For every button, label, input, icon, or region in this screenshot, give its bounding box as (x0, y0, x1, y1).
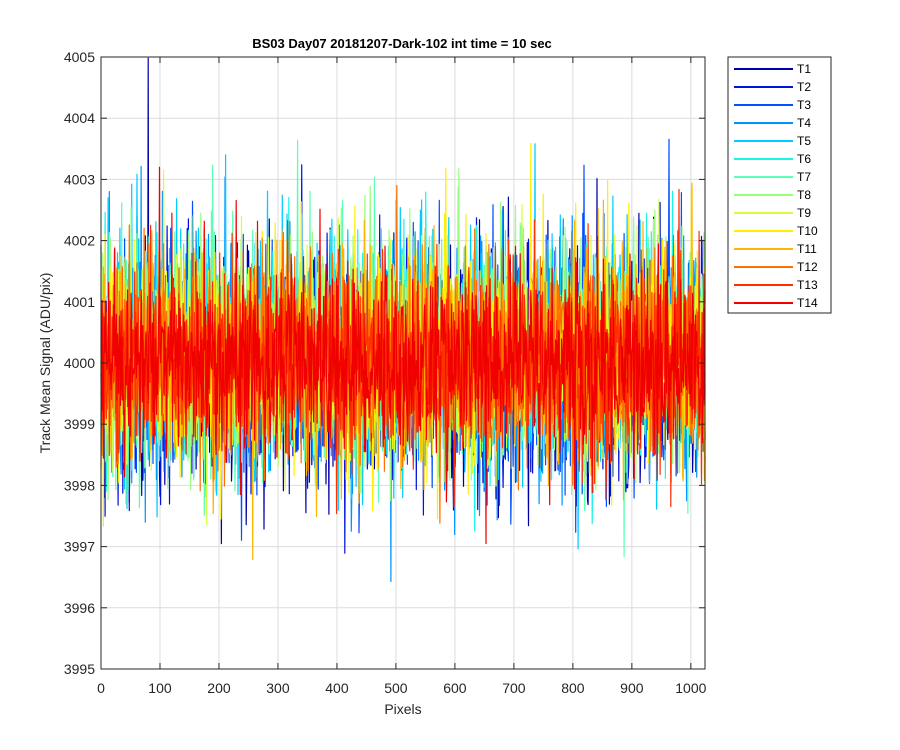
y-tick-label: 4000 (64, 355, 95, 371)
x-tick-label: 300 (266, 680, 290, 696)
series-line-t14 (100, 166, 706, 545)
legend-label-t12: T12 (797, 260, 818, 274)
legend: T1 T2 T3 T4 T5 T6 T7 T8 T9 T10 T11 T12 T13 T14 (727, 56, 832, 314)
y-tick-label: 4002 (64, 233, 95, 249)
y-tick-label: 4001 (64, 294, 95, 310)
legend-label-t13: T13 (797, 278, 818, 292)
y-tick-label: 4003 (64, 171, 95, 187)
axis-ticks: 0 100 200 300 400 500 600 700 800 900 1000 3995 3996… (64, 49, 707, 696)
y-tick-label: 3999 (64, 416, 95, 432)
y-tick-label: 3997 (64, 539, 95, 555)
x-tick-label: 900 (620, 680, 644, 696)
x-axis-title: Pixels (384, 701, 421, 717)
x-tick-label: 100 (148, 680, 172, 696)
series-lines (100, 57, 706, 583)
legend-label-t11: T11 (797, 242, 817, 256)
x-tick-label: 600 (443, 680, 467, 696)
x-tick-label: 400 (325, 680, 349, 696)
x-tick-label: 0 (97, 680, 105, 696)
legend-label-t7: T7 (797, 170, 811, 184)
legend-label-t8: T8 (797, 188, 811, 202)
x-tick-label: 200 (207, 680, 231, 696)
legend-label-t2: T2 (797, 80, 811, 94)
y-tick-label: 3995 (64, 661, 95, 677)
y-tick-label: 3998 (64, 477, 95, 493)
x-tick-label: 500 (384, 680, 408, 696)
x-tick-label: 700 (502, 680, 526, 696)
x-tick-label: 1000 (675, 680, 706, 696)
y-axis-title: Track Mean Signal (ADU/pix) (37, 273, 53, 454)
legend-label-t9: T9 (797, 206, 811, 220)
legend-label-t1: T1 (797, 62, 811, 76)
legend-box (727, 56, 832, 314)
y-tick-label: 3996 (64, 600, 95, 616)
legend-label-t6: T6 (797, 152, 811, 166)
y-tick-label: 4005 (64, 49, 95, 65)
y-tick-label: 4004 (64, 110, 95, 126)
x-tick-label: 800 (561, 680, 585, 696)
legend-label-t5: T5 (797, 134, 811, 148)
legend-label-t3: T3 (797, 98, 811, 112)
legend-label-t10: T10 (797, 224, 818, 238)
legend-label-t4: T4 (797, 116, 811, 130)
legend-label-t14: T14 (797, 296, 818, 310)
chart-title: BS03 Day07 20181207-Dark-102 int time = … (252, 36, 552, 51)
